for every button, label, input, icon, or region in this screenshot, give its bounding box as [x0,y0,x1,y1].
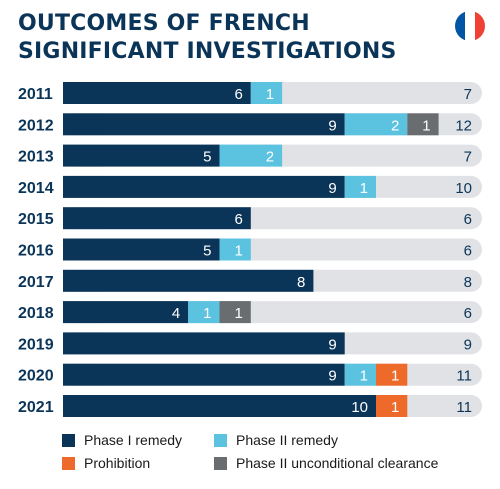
data-label-phase2-2013: 2 [266,149,274,166]
total-label-2014: 10 [455,180,472,197]
data-label-phase2-2011: 1 [266,86,274,103]
france-flag-icon [455,11,485,41]
data-label-phase1-2021: 10 [351,399,368,416]
chart-title-line-1: OUTCOMES OF FRENCH [18,11,310,36]
legend-label-phase2: Phase II remedy [236,432,338,448]
bar-phase1-2012 [63,113,345,136]
bar-prohibition-2021 [376,395,408,417]
total-label-2021: 11 [456,399,472,416]
bar-phase1-2017 [63,269,314,292]
data-label-phase1-2018: 4 [172,305,180,322]
legend-label-clearance: Phase II unconditional clearance [236,455,439,471]
data-label-phase2-2014: 1 [360,180,368,197]
bar-phase1-2019 [63,332,345,355]
chart-title-line-2: SIGNIFICANT INVESTIGATIONS [18,39,397,64]
data-label-clearance-2012: 1 [422,117,430,134]
legend-item-clearance: Phase II unconditional clearance [214,455,438,471]
legend-item-phase1: Phase I remedy [62,432,182,448]
bar-prohibition-2020 [376,363,408,386]
data-label-phase2-2020: 1 [360,368,368,385]
data-label-prohibition-2020: 1 [391,368,399,385]
bar-phase1-2015 [63,207,251,230]
total-label-2011: 7 [464,86,472,103]
bar-clearance-2018 [219,301,251,324]
year-label-2014: 2014 [18,180,54,197]
year-label-2018: 2018 [18,305,54,322]
legend-swatch-prohibition [62,456,75,470]
bar-phase1-2021 [63,395,376,417]
data-label-phase1-2019: 9 [328,336,336,353]
bar-phase1-2014 [63,175,345,198]
legend-item-prohibition: Prohibition [62,455,150,471]
data-label-phase1-2014: 9 [328,180,336,197]
total-label-2019: 9 [464,336,472,353]
total-label-2012: 12 [455,117,472,134]
legend-label-prohibition: Prohibition [84,455,151,471]
bar-phase1-2011 [63,82,251,104]
year-label-2013: 2013 [18,149,54,166]
year-label-2020: 2020 [18,368,54,385]
bar-phase2-2016 [219,238,251,261]
bar-phase2-2013 [219,144,283,167]
total-label-2018: 6 [464,305,472,322]
data-label-phase2-2018: 1 [203,305,211,322]
year-label-2016: 2016 [18,243,54,260]
flag-stripe-red [475,11,485,41]
legend-swatch-phase2 [214,433,227,447]
total-label-2017: 8 [464,274,472,291]
data-label-prohibition-2021: 1 [391,399,399,416]
data-label-phase2-2016: 1 [234,243,242,260]
year-label-2017: 2017 [18,274,54,291]
legend-item-phase2: Phase II remedy [214,432,338,448]
bar-phase2-2018 [188,301,220,324]
bar-phase1-2020 [63,363,345,386]
data-label-phase1-2017: 8 [297,274,305,291]
data-label-phase1-2012: 9 [328,117,336,134]
flag-stripe-blue [455,11,465,41]
stacked-bar-chart: 2011 6 1 7 2012 9 2 1 12 2013 5 2 7 2014 9 1 10 2015 6 6 201… [18,82,482,417]
legend-label-phase1: Phase I remedy [84,432,183,448]
data-label-phase1-2015: 6 [234,211,242,228]
data-label-clearance-2018: 1 [234,305,242,322]
total-label-2015: 6 [464,211,472,228]
bar-phase1-2016 [63,238,220,261]
year-label-2012: 2012 [18,117,54,134]
data-label-phase2-2012: 2 [391,117,399,134]
bar-clearance-2012 [407,113,439,136]
total-label-2020: 11 [456,368,472,385]
data-label-phase1-2016: 5 [203,243,211,260]
total-label-2016: 6 [464,243,472,260]
bar-phase2-2020 [344,363,376,386]
total-label-2013: 7 [464,149,472,166]
bar-phase2-2011 [250,82,283,104]
data-label-phase1-2013: 5 [203,149,211,166]
bar-phase1-2018 [63,301,189,324]
legend-swatch-clearance [214,456,227,470]
year-label-2019: 2019 [18,336,54,353]
legend-swatch-phase1 [62,433,75,447]
year-label-2011: 2011 [18,86,53,103]
bar-phase1-2013 [63,144,220,167]
data-label-phase1-2011: 6 [234,86,242,103]
year-label-2021: 2021 [18,399,54,416]
bar-phase2-2012 [344,113,408,136]
data-label-phase1-2020: 9 [328,368,336,385]
bar-phase2-2014 [344,175,376,198]
chart-title: OUTCOMES OF FRENCH SIGNIFICANT INVESTIGA… [18,10,438,66]
flag-stripe-white [465,11,475,41]
year-label-2015: 2015 [18,211,54,228]
